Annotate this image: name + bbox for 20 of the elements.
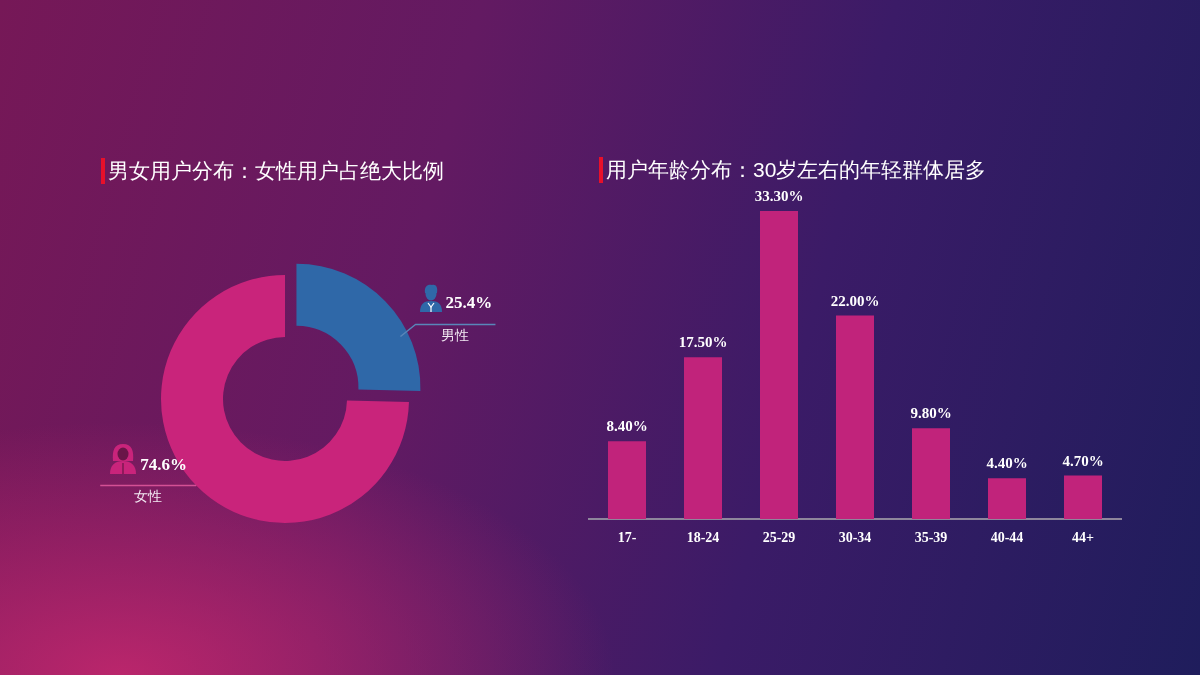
legend-label: 男性: [441, 327, 470, 344]
data-label: 9.80%: [910, 405, 952, 422]
data-label: 74.6%: [140, 454, 188, 474]
data-label: 4.40%: [986, 455, 1028, 472]
data-label: 25.4%: [445, 293, 493, 313]
data-label: 4.70%: [1062, 452, 1104, 469]
chart-title: 男女用户分布：女性用户占绝大比例: [108, 158, 444, 184]
x-tick-label: 30-34: [838, 530, 872, 546]
data-label: 22.00%: [830, 292, 880, 309]
data-label: 8.40%: [606, 418, 648, 435]
data-label: 33.30%: [754, 188, 804, 204]
x-tick-label: 18-24: [686, 530, 720, 546]
data-label: 17.50%: [678, 334, 728, 351]
x-tick-label: 35-39: [914, 530, 948, 546]
x-tick-label: 25-29: [762, 530, 796, 546]
x-tick-label: 44+: [1072, 530, 1095, 546]
x-tick-label: 40-44: [990, 530, 1024, 546]
x-tick-label: 17-: [617, 530, 637, 546]
legend-label: 女性: [134, 488, 163, 505]
chart-title: 用户年龄分布：30岁左右的年轻群体居多: [606, 157, 987, 183]
